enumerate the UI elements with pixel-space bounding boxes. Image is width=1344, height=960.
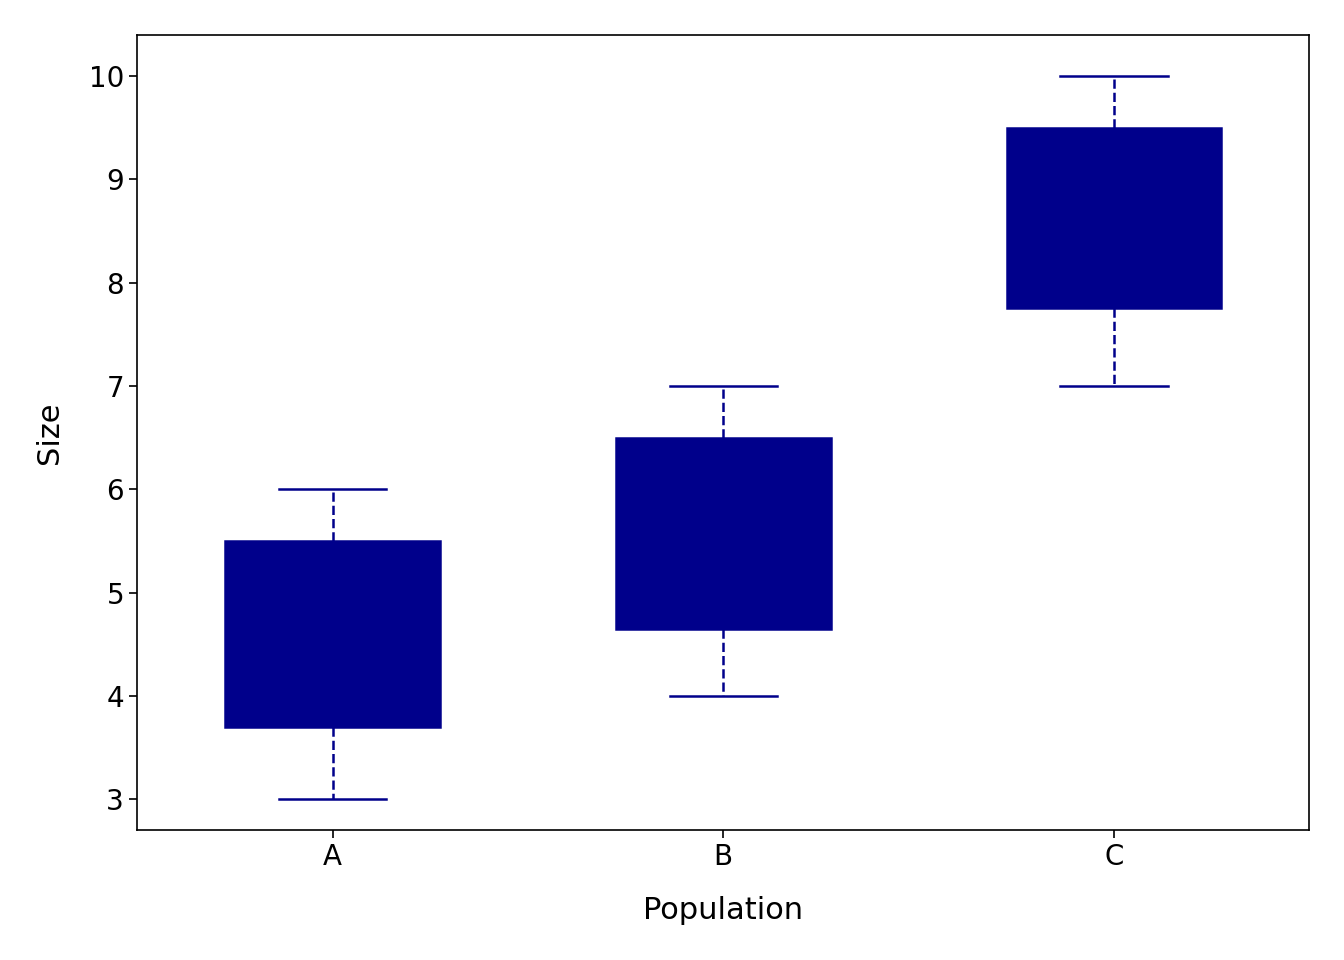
PathPatch shape bbox=[1007, 128, 1222, 308]
Y-axis label: Size: Size bbox=[35, 401, 63, 464]
X-axis label: Population: Population bbox=[644, 897, 804, 925]
PathPatch shape bbox=[616, 438, 831, 629]
PathPatch shape bbox=[226, 540, 439, 727]
